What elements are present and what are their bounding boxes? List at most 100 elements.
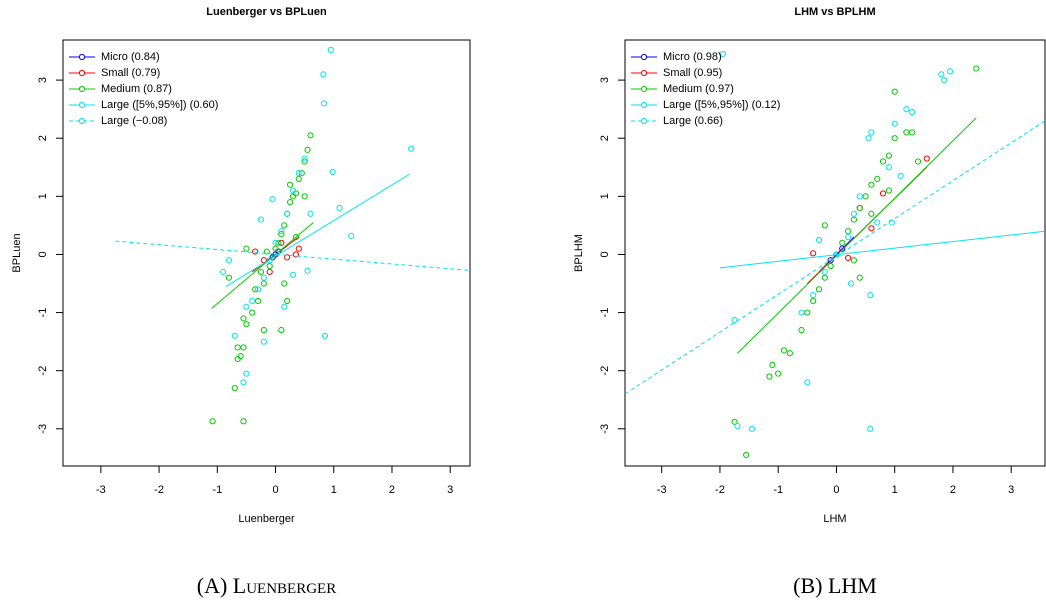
caption: (B) LHM — [793, 573, 877, 598]
fit-line — [737, 117, 977, 354]
point — [946, 68, 954, 75]
plot-frame — [62, 39, 471, 467]
x-tick-label: 0 — [833, 484, 839, 496]
point — [281, 303, 288, 310]
point — [304, 267, 311, 274]
point — [780, 347, 788, 354]
point — [231, 332, 238, 339]
point — [257, 268, 265, 275]
y-tick-label: -3 — [599, 424, 611, 434]
legend-label: Large ([5%,95%]) (0.60) — [101, 99, 218, 111]
point — [295, 169, 302, 177]
point — [845, 228, 852, 235]
point — [862, 193, 869, 200]
point — [973, 65, 980, 72]
point — [903, 129, 910, 136]
point — [850, 257, 858, 264]
point — [856, 274, 863, 281]
point — [231, 385, 238, 392]
point — [856, 193, 863, 200]
point — [286, 181, 294, 188]
point — [850, 210, 858, 217]
y-tick-label: 0 — [599, 251, 611, 257]
point — [284, 297, 291, 305]
y-tick-label: 3 — [37, 77, 49, 83]
plot-frame — [624, 39, 1046, 467]
legend-marker — [78, 101, 86, 109]
legend-marker — [640, 101, 648, 109]
point — [909, 129, 916, 136]
point — [885, 164, 892, 171]
point — [260, 274, 267, 281]
point — [821, 274, 828, 281]
x-tick-label: 2 — [950, 484, 956, 496]
point — [897, 172, 904, 180]
point — [329, 168, 336, 176]
point — [249, 297, 256, 305]
point — [719, 50, 726, 58]
point — [327, 46, 334, 53]
point — [885, 152, 892, 159]
point — [914, 158, 922, 165]
legend-label: Micro (0.98) — [663, 51, 722, 63]
x-tick-label: -1 — [773, 484, 783, 496]
point — [301, 193, 308, 200]
x-tick-label: -1 — [212, 484, 222, 496]
point — [798, 326, 805, 334]
y-tick-label: 1 — [599, 193, 611, 199]
point — [289, 271, 297, 278]
point — [254, 297, 262, 305]
point — [874, 219, 881, 226]
point — [321, 332, 329, 339]
point — [810, 250, 817, 257]
point — [408, 145, 415, 152]
point — [734, 422, 741, 429]
point — [269, 196, 276, 203]
point — [295, 245, 302, 252]
legend-label: Large (0.66) — [663, 115, 723, 127]
x-tick-label: 1 — [892, 484, 898, 496]
point — [903, 106, 910, 113]
legend-marker — [640, 117, 648, 125]
point — [810, 297, 817, 305]
y-axis-label: BPLHM — [573, 234, 585, 272]
chart-title: Luenberger vs BPLuen — [206, 6, 327, 18]
point — [845, 254, 852, 262]
point — [240, 315, 247, 322]
point — [320, 100, 327, 107]
point — [815, 286, 823, 293]
point — [827, 262, 834, 270]
y-tick-label: -1 — [599, 308, 611, 318]
y-tick-label: 0 — [37, 251, 49, 257]
point — [821, 268, 828, 275]
point — [286, 199, 294, 206]
point — [243, 245, 250, 252]
point — [234, 344, 241, 351]
legend-label: Medium (0.97) — [663, 83, 734, 95]
point — [815, 236, 823, 244]
x-tick-label: 0 — [272, 484, 278, 496]
point — [839, 239, 846, 246]
point — [249, 309, 256, 316]
point — [292, 251, 300, 258]
y-tick-label: 2 — [37, 135, 49, 141]
point — [243, 321, 250, 328]
point — [260, 338, 267, 345]
plot-area — [115, 46, 470, 425]
legend-label: Medium (0.87) — [101, 83, 172, 95]
x-tick-label: 1 — [331, 484, 337, 496]
point — [240, 418, 247, 425]
point — [786, 350, 793, 357]
x-tick-label: 2 — [389, 484, 395, 496]
point — [804, 309, 811, 316]
fit-line — [115, 240, 470, 271]
legend-marker — [78, 85, 86, 93]
point — [847, 280, 855, 287]
point — [941, 77, 948, 84]
point — [263, 248, 270, 255]
fit-line — [719, 230, 1045, 269]
point — [234, 355, 241, 363]
y-axis-label: BPLuen — [11, 233, 23, 272]
point — [804, 379, 811, 386]
fit-line — [211, 222, 314, 309]
